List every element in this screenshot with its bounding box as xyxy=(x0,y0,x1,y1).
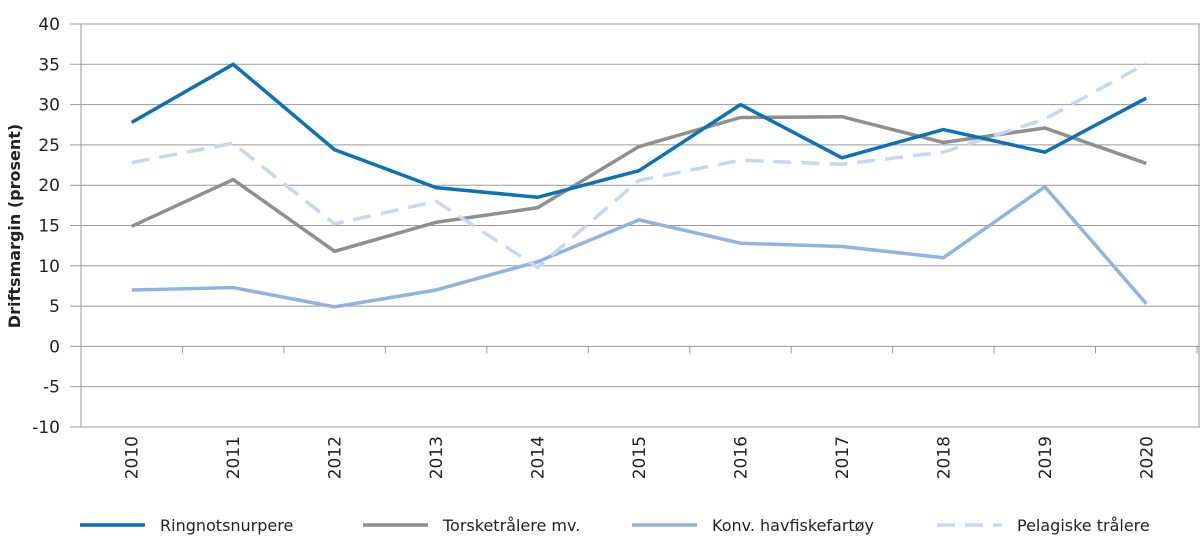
x-tick-label: 2019 xyxy=(1036,436,1056,479)
x-tick-label: 2016 xyxy=(731,436,751,479)
x-tick-label: 2014 xyxy=(529,436,549,479)
series-line-ringnotsnurpere xyxy=(130,62,1148,200)
y-tick-label: 25 xyxy=(38,136,60,156)
y-tick-label: -5 xyxy=(43,378,60,398)
y-tick-label: 15 xyxy=(38,217,60,237)
legend-label: Ringnotsnurpere xyxy=(160,516,293,535)
x-tick-label: 2017 xyxy=(833,436,853,479)
x-tick-label: 2012 xyxy=(326,436,346,479)
series-line-konv-havfiskefart-y xyxy=(131,185,1148,309)
x-tick-label: 2018 xyxy=(934,436,954,479)
y-tick-label: 35 xyxy=(38,55,60,75)
y-tick-label: 30 xyxy=(38,96,60,116)
y-tick-label: 20 xyxy=(38,176,60,196)
x-tick-label: 2013 xyxy=(427,436,447,479)
legend-label: Konv. havfiskefartøy xyxy=(712,516,874,535)
y-tick-label: 40 xyxy=(38,15,60,35)
y-tick-label: -10 xyxy=(32,418,60,438)
y-tick-label: 0 xyxy=(49,337,60,357)
y-tick-label: 5 xyxy=(49,297,60,317)
legend-label: Torsketrålere mv. xyxy=(442,516,580,535)
y-axis-label: Driftsmargin (prosent) xyxy=(5,124,24,328)
x-tick-label: 2010 xyxy=(123,436,143,479)
x-tick-label: 2020 xyxy=(1137,436,1157,479)
series-line-pelagiske-tr-lere xyxy=(131,61,1148,270)
y-tick-label: 10 xyxy=(38,257,60,277)
legend-label: Pelagiske trålere xyxy=(1017,516,1150,535)
x-tick-label: 2011 xyxy=(224,436,244,479)
x-tick-label: 2015 xyxy=(630,436,650,479)
